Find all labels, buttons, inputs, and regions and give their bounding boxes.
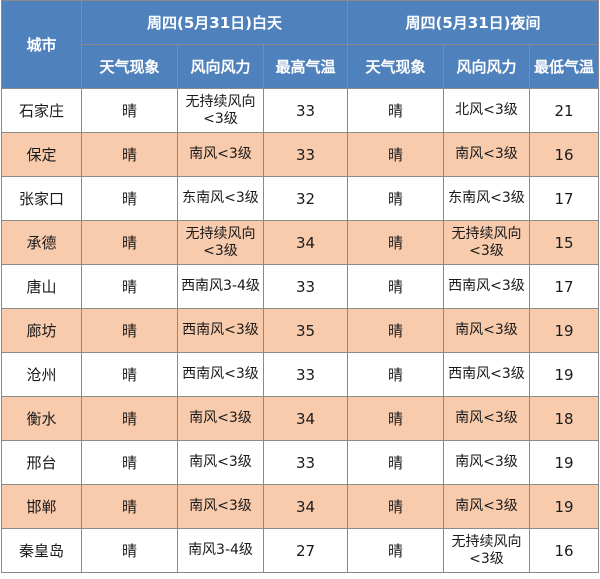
night-weather-cell: 晴 [347,88,444,133]
low-temp-cell: 15 [529,220,599,265]
low-temp-cell: 19 [529,352,599,397]
low-temp-cell: 19 [529,440,599,485]
day-weather-cell: 晴 [81,264,178,309]
day-wind-cell: 南风<3级 [177,396,264,441]
table-row: 沧州晴西南风<3级 33 晴西南风<3级 19 [1,352,599,397]
table-row: 保定晴南风<3级 33 晴南风<3级 16 [1,132,599,177]
night-header: 周四(5月31日)夜间 [347,0,599,45]
night-wind-cell: 无持续风向<3级 [443,220,530,265]
low-temp-cell: 17 [529,264,599,309]
high-temp-cell: 34 [263,220,348,265]
day-header: 周四(5月31日)白天 [81,0,348,45]
day-weather-cell: 晴 [81,88,178,133]
city-header: 城市 [1,0,82,89]
night-weather-header: 天气现象 [347,44,444,89]
day-wind-cell: 南风<3级 [177,132,264,177]
low-temp-cell: 18 [529,396,599,441]
table-row: 衡水晴南风<3级 34 晴南风<3级 18 [1,396,599,441]
night-wind-header: 风向风力 [443,44,530,89]
high-temp-cell: 33 [263,440,348,485]
high-temp-cell: 32 [263,176,348,221]
day-weather-cell: 晴 [81,220,178,265]
low-temp-cell: 16 [529,132,599,177]
city-cell: 廊坊 [1,308,82,353]
low-temp-cell: 19 [529,308,599,353]
table-row: 廊坊晴西南风<3级 35 晴南风<3级 19 [1,308,599,353]
night-weather-cell: 晴 [347,352,444,397]
day-wind-cell: 南风3-4级 [177,528,264,573]
city-cell: 唐山 [1,264,82,309]
table-row: 邢台晴南风<3级 33 晴南风<3级 19 [1,440,599,485]
table-row: 唐山晴西南风3-4级 33 晴西南风<3级 17 [1,264,599,309]
day-weather-cell: 晴 [81,528,178,573]
day-weather-cell: 晴 [81,132,178,177]
city-cell: 承德 [1,220,82,265]
night-wind-cell: 南风<3级 [443,440,530,485]
table-row: 张家口晴东南风<3级 32 晴东南风<3级 17 [1,176,599,221]
low-temp-cell: 16 [529,528,599,573]
city-cell: 张家口 [1,176,82,221]
high-temp-cell: 33 [263,88,348,133]
night-wind-cell: 西南风<3级 [443,264,530,309]
day-wind-cell: 西南风<3级 [177,308,264,353]
day-wind-cell: 西南风3-4级 [177,264,264,309]
night-weather-cell: 晴 [347,132,444,177]
table-row: 承德晴无持续风向<3级 34 晴无持续风向<3级 15 [1,220,599,265]
night-wind-cell: 无持续风向<3级 [443,528,530,573]
night-weather-cell: 晴 [347,528,444,573]
city-cell: 沧州 [1,352,82,397]
day-weather-cell: 晴 [81,308,178,353]
city-cell: 衡水 [1,396,82,441]
high-temp-cell: 34 [263,484,348,529]
city-cell: 秦皇岛 [1,528,82,573]
low-temp-header: 最低气温 [529,44,599,89]
day-wind-cell: 西南风<3级 [177,352,264,397]
city-cell: 石家庄 [1,88,82,133]
low-temp-cell: 19 [529,484,599,529]
table-row: 石家庄晴无持续风向<3级 33 晴北风<3级 21 [1,88,599,133]
night-weather-cell: 晴 [347,396,444,441]
day-weather-cell: 晴 [81,176,178,221]
night-wind-cell: 西南风<3级 [443,352,530,397]
high-temp-cell: 33 [263,352,348,397]
day-wind-cell: 南风<3级 [177,440,264,485]
table-row: 邯郸晴南风<3级 34 晴南风<3级 19 [1,484,599,529]
day-weather-cell: 晴 [81,396,178,441]
city-cell: 邢台 [1,440,82,485]
day-weather-cell: 晴 [81,440,178,485]
night-weather-cell: 晴 [347,176,444,221]
low-temp-cell: 17 [529,176,599,221]
night-weather-cell: 晴 [347,220,444,265]
day-wind-cell: 无持续风向<3级 [177,88,264,133]
day-wind-cell: 南风<3级 [177,484,264,529]
high-temp-cell: 33 [263,132,348,177]
night-weather-cell: 晴 [347,308,444,353]
night-wind-cell: 北风<3级 [443,88,530,133]
high-temp-cell: 35 [263,308,348,353]
day-weather-header: 天气现象 [81,44,178,89]
day-weather-cell: 晴 [81,352,178,397]
city-cell: 邯郸 [1,484,82,529]
day-wind-header: 风向风力 [177,44,264,89]
city-cell: 保定 [1,132,82,177]
day-wind-cell: 无持续风向<3级 [177,220,264,265]
night-weather-cell: 晴 [347,484,444,529]
low-temp-cell: 21 [529,88,599,133]
high-temp-header: 最高气温 [263,44,348,89]
night-wind-cell: 南风<3级 [443,132,530,177]
night-weather-cell: 晴 [347,440,444,485]
day-weather-cell: 晴 [81,484,178,529]
night-wind-cell: 南风<3级 [443,396,530,441]
high-temp-cell: 27 [263,528,348,573]
night-wind-cell: 东南风<3级 [443,176,530,221]
day-wind-cell: 东南风<3级 [177,176,264,221]
night-wind-cell: 南风<3级 [443,484,530,529]
table-row: 秦皇岛晴南风3-4级 27 晴无持续风向<3级 16 [1,528,599,573]
night-weather-cell: 晴 [347,264,444,309]
high-temp-cell: 34 [263,396,348,441]
night-wind-cell: 南风<3级 [443,308,530,353]
high-temp-cell: 33 [263,264,348,309]
